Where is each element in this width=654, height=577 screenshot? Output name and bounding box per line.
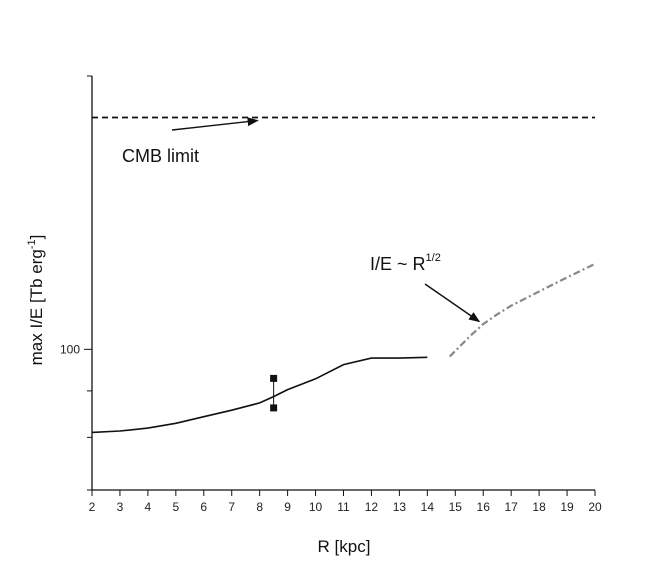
y-tick-label: 100 — [60, 342, 80, 356]
x-axis-title: R [kpc] — [318, 537, 371, 556]
error-bar-low-marker — [270, 404, 278, 412]
cmb-limit-label: CMB limit — [122, 146, 199, 166]
solid-curve — [91, 356, 428, 434]
x-tick-label: 7 — [228, 500, 235, 514]
x-tick-label: 9 — [284, 500, 291, 514]
y-axis-title: max I/E [Tb erg-1] — [26, 235, 46, 366]
scaling-arrow — [424, 283, 481, 323]
y-axis-title-close: ] — [27, 235, 46, 240]
x-tick-label: 10 — [309, 500, 323, 514]
scaling-label: I/E ~ R1/2 — [370, 252, 441, 274]
dash-dot-curve — [448, 262, 596, 358]
x-tick-label: 6 — [200, 500, 207, 514]
x-tick-label: 12 — [365, 500, 379, 514]
x-tick-label: 5 — [172, 500, 179, 514]
x-tick-label: 19 — [560, 500, 574, 514]
x-tick-label: 15 — [449, 500, 463, 514]
y-axis-title-sup: -1 — [26, 239, 38, 249]
x-tick-label: 3 — [117, 500, 124, 514]
x-tick-label: 18 — [532, 500, 546, 514]
x-tick-label: 11 — [337, 500, 350, 514]
x-tick-label: 13 — [393, 500, 407, 514]
error-bar-high-marker — [270, 374, 278, 382]
scaling-label-main: I/E ~ R — [370, 254, 426, 274]
x-tick-label: 8 — [256, 500, 263, 514]
x-tick-label: 2 — [89, 500, 96, 514]
scaling-label-sup: 1/2 — [426, 252, 441, 264]
x-tick-label: 17 — [504, 500, 518, 514]
x-tick-label: 20 — [588, 500, 602, 514]
cmb-limit-arrow — [171, 117, 259, 131]
y-axis-title-main: max I/E [Tb erg — [27, 249, 46, 365]
x-tick-label: 4 — [145, 500, 152, 514]
x-tick-label: 16 — [477, 500, 491, 514]
x-tick-label: 14 — [421, 500, 435, 514]
